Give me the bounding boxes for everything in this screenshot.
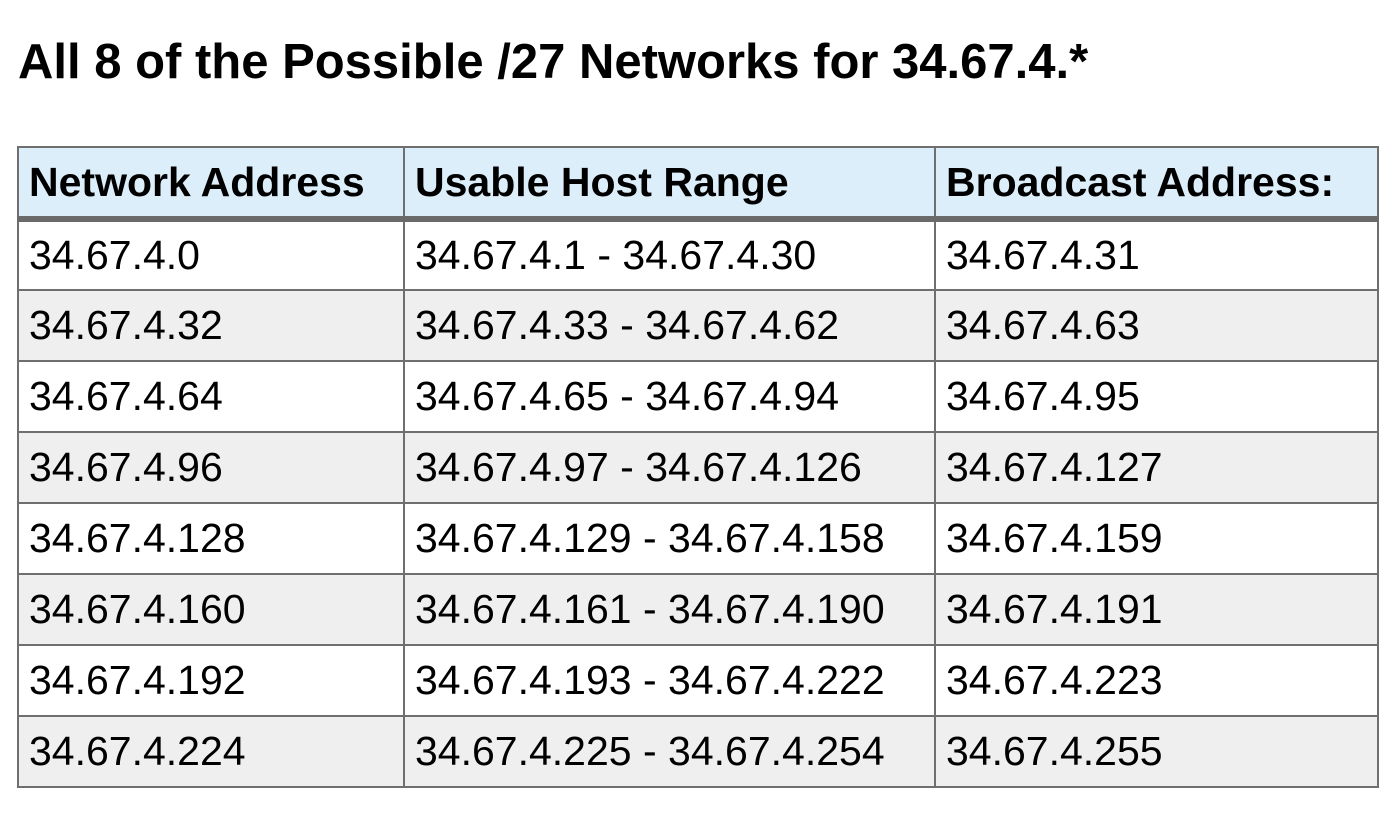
host-range-cell: 34.67.4.1 - 34.67.4.30 <box>403 218 936 291</box>
table-row: 34.67.4.128 34.67.4.129 - 34.67.4.158 34… <box>17 502 1379 575</box>
table-row: 34.67.4.224 34.67.4.225 - 34.67.4.254 34… <box>17 715 1379 788</box>
network-address-cell: 34.67.4.160 <box>17 573 405 646</box>
table-row: 34.67.4.192 34.67.4.193 - 34.67.4.222 34… <box>17 644 1379 717</box>
host-range-cell: 34.67.4.33 - 34.67.4.62 <box>403 289 936 362</box>
table-row: 34.67.4.64 34.67.4.65 - 34.67.4.94 34.67… <box>17 360 1379 433</box>
network-address-cell: 34.67.4.96 <box>17 431 405 504</box>
network-address-cell: 34.67.4.224 <box>17 715 405 788</box>
table-row: 34.67.4.160 34.67.4.161 - 34.67.4.190 34… <box>17 573 1379 646</box>
broadcast-address-cell: 34.67.4.95 <box>934 360 1379 433</box>
network-address-cell: 34.67.4.64 <box>17 360 405 433</box>
network-address-cell: 34.67.4.0 <box>17 218 405 291</box>
page-title: All 8 of the Possible /27 Networks for 3… <box>18 35 1089 89</box>
broadcast-address-cell: 34.67.4.31 <box>934 218 1379 291</box>
broadcast-address-cell: 34.67.4.127 <box>934 431 1379 504</box>
host-range-cell: 34.67.4.129 - 34.67.4.158 <box>403 502 936 575</box>
broadcast-address-cell: 34.67.4.159 <box>934 502 1379 575</box>
table-row: 34.67.4.96 34.67.4.97 - 34.67.4.126 34.6… <box>17 431 1379 504</box>
host-range-cell: 34.67.4.65 - 34.67.4.94 <box>403 360 936 433</box>
broadcast-address-cell: 34.67.4.191 <box>934 573 1379 646</box>
networks-table: Network Address Usable Host Range Broadc… <box>17 146 1379 788</box>
host-range-cell: 34.67.4.193 - 34.67.4.222 <box>403 644 936 717</box>
network-address-cell: 34.67.4.192 <box>17 644 405 717</box>
host-range-cell: 34.67.4.97 - 34.67.4.126 <box>403 431 936 504</box>
header-network-address: Network Address <box>17 146 405 222</box>
header-broadcast-address: Broadcast Address: <box>934 146 1379 222</box>
header-row: Network Address Usable Host Range Broadc… <box>17 146 1379 222</box>
broadcast-address-cell: 34.67.4.255 <box>934 715 1379 788</box>
broadcast-address-cell: 34.67.4.63 <box>934 289 1379 362</box>
table-body: 34.67.4.0 34.67.4.1 - 34.67.4.30 34.67.4… <box>17 218 1379 788</box>
broadcast-address-cell: 34.67.4.223 <box>934 644 1379 717</box>
host-range-cell: 34.67.4.225 - 34.67.4.254 <box>403 715 936 788</box>
table-row: 34.67.4.0 34.67.4.1 - 34.67.4.30 34.67.4… <box>17 218 1379 291</box>
host-range-cell: 34.67.4.161 - 34.67.4.190 <box>403 573 936 646</box>
header-usable-host-range: Usable Host Range <box>403 146 936 222</box>
network-address-cell: 34.67.4.32 <box>17 289 405 362</box>
network-address-cell: 34.67.4.128 <box>17 502 405 575</box>
table-header: Network Address Usable Host Range Broadc… <box>17 146 1379 222</box>
table-row: 34.67.4.32 34.67.4.33 - 34.67.4.62 34.67… <box>17 289 1379 362</box>
